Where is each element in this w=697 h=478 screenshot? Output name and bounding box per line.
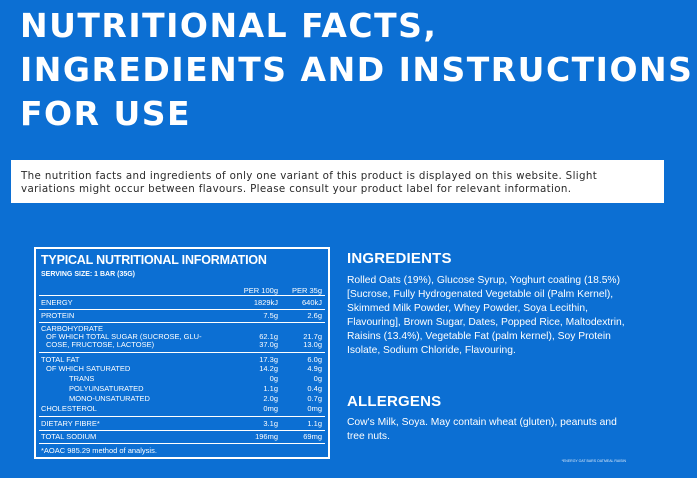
row-label: CHOLESTEROL	[41, 404, 97, 413]
page-title-line-2: INGREDIENTS AND INSTRUCTIONS	[20, 50, 694, 89]
row-value-per-100g: 1.1g	[263, 384, 278, 393]
ingredients-heading: INGREDIENTS	[347, 250, 452, 267]
row-value-per-35g: 0.7g	[307, 394, 322, 403]
row-value-per-35g: 21.7g	[303, 332, 322, 341]
row-value-per-100g: 7.5g	[263, 311, 278, 320]
row-value-per-100g: 14.2g	[259, 364, 278, 373]
row-value-per-35g: 0mg	[307, 404, 322, 413]
row-value-per-100g: 1829kJ	[253, 298, 278, 307]
table-divider	[39, 309, 325, 310]
row-value-per-35g: 1.1g	[307, 419, 322, 428]
ingredients-text: Rolled Oats (19%), Glucose Syrup, Yoghur…	[347, 275, 625, 356]
serving-size: SERVING SIZE: 1 BAR (35G)	[41, 271, 136, 278]
row-label: POLYUNSATURATED	[69, 384, 144, 393]
row-label: OF WHICH TOTAL SUGAR (SUCROSE, GLU-	[46, 332, 202, 341]
row-value-per-100g: 2.0g	[263, 394, 278, 403]
page-title-line-3: FOR USE	[20, 94, 192, 133]
row-value-per-100g: 17.3g	[259, 355, 278, 364]
nutrition-table-title: TYPICAL NUTRITIONAL INFORMATION	[41, 253, 267, 267]
table-divider	[39, 295, 325, 296]
row-value-per-35g: 6.0g	[307, 355, 322, 364]
table-footnote: *AOAC 985.29 method of analysis.	[41, 446, 157, 455]
row-value-per-35g: 0.4g	[307, 384, 322, 393]
allergens-heading: ALLERGENS	[347, 393, 442, 410]
row-value-per-100g: 0mg	[263, 404, 278, 413]
row-value-per-35g: 69mg	[303, 432, 322, 441]
row-label: OF WHICH SATURATED	[46, 364, 131, 373]
allergens-text: Cow's Milk, Soya. May contain wheat (glu…	[347, 417, 617, 442]
table-divider	[39, 430, 325, 431]
fine-print: *ENERGY OAT BARS OATMEAL RAISIN	[561, 459, 626, 463]
row-label: MONO-UNSATURATED	[69, 394, 150, 403]
page-title: NUTRITIONAL FACTS, INGREDIENTS AND INSTR…	[20, 4, 693, 136]
page-title-line-1: NUTRITIONAL FACTS,	[20, 6, 438, 45]
row-value-per-100g: 62.1g	[259, 332, 278, 341]
row-value-per-100g: 3.1g	[263, 419, 278, 428]
disclaimer-notice: The nutrition facts and ingredients of o…	[11, 160, 664, 203]
row-value-per-35g: 2.6g	[307, 311, 322, 320]
row-value-per-35g: 0g	[313, 374, 322, 383]
row-label: TOTAL SODIUM	[41, 432, 97, 441]
row-label: TRANS	[69, 374, 95, 383]
row-label: PROTEIN	[41, 311, 75, 320]
table-divider	[39, 322, 325, 323]
row-label: ENERGY	[41, 298, 73, 307]
nutrition-table: TYPICAL NUTRITIONAL INFORMATION SERVING …	[34, 247, 330, 459]
table-divider	[39, 416, 325, 417]
table-divider	[39, 443, 325, 444]
row-label: TOTAL FAT	[41, 355, 80, 364]
column-header-per-100g: PER 100g	[243, 286, 278, 295]
row-value-per-35g: 13.0g	[303, 340, 322, 349]
row-label: CARBOHYDRATE	[41, 324, 103, 333]
row-value-per-35g: 4.9g	[307, 364, 322, 373]
row-value-per-35g: 640kJ	[301, 298, 322, 307]
row-label: COSE, FRUCTOSE, LACTOSE)	[46, 340, 155, 349]
row-value-per-100g: 0g	[269, 374, 278, 383]
row-value-per-100g: 196mg	[255, 432, 278, 441]
table-divider	[39, 352, 325, 353]
row-value-per-100g: 37.0g	[259, 340, 278, 349]
column-header-per-35g: PER 35g	[291, 286, 322, 295]
row-label: DIETARY FIBRE*	[41, 419, 100, 428]
